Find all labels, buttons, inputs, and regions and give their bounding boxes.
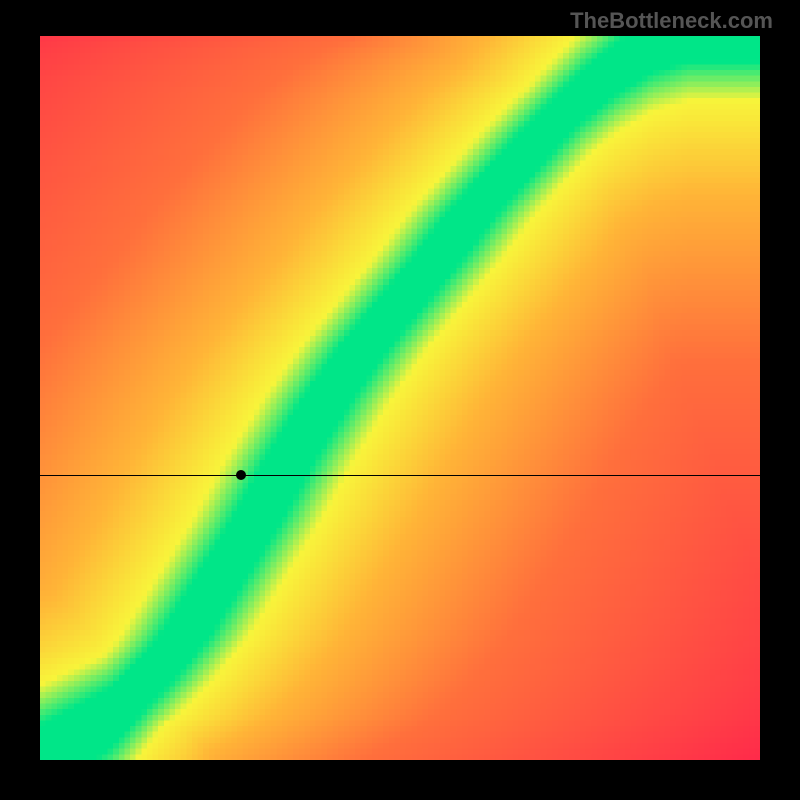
crosshair-horizontal	[40, 475, 760, 476]
heatmap-canvas	[40, 36, 760, 760]
crosshair-vertical	[241, 760, 242, 800]
crosshair-marker	[236, 470, 246, 480]
root-container: { "image": { "width": 800, "height": 800…	[0, 0, 800, 800]
watermark-text: TheBottleneck.com	[570, 8, 773, 34]
plot-area	[40, 36, 760, 760]
